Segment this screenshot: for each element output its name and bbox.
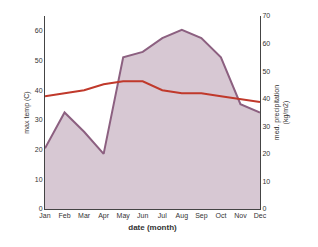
svg-text:Mar: Mar — [78, 212, 91, 219]
svg-text:30: 30 — [262, 123, 270, 130]
svg-text:Nov: Nov — [234, 212, 247, 219]
svg-text:Dec: Dec — [254, 212, 267, 219]
svg-text:10: 10 — [262, 178, 270, 185]
svg-text:Aug: Aug — [176, 212, 189, 220]
svg-text:40: 40 — [262, 95, 270, 102]
svg-text:med. precipitation(kg/m2): med. precipitation(kg/m2) — [273, 85, 290, 140]
svg-text:60: 60 — [35, 27, 43, 34]
svg-text:date (month): date (month) — [128, 223, 177, 232]
svg-text:50: 50 — [262, 68, 270, 75]
svg-text:40: 40 — [35, 87, 43, 94]
svg-text:20: 20 — [35, 146, 43, 153]
svg-text:May: May — [117, 212, 131, 220]
svg-text:30: 30 — [35, 116, 43, 123]
svg-text:0: 0 — [39, 205, 43, 212]
svg-text:Sep: Sep — [195, 212, 208, 220]
svg-text:Apr: Apr — [98, 212, 110, 220]
svg-text:0: 0 — [262, 205, 266, 212]
svg-text:Jan: Jan — [39, 212, 50, 219]
svg-text:10: 10 — [35, 176, 43, 183]
svg-text:Oct: Oct — [215, 212, 226, 219]
svg-text:20: 20 — [262, 150, 270, 157]
svg-text:50: 50 — [35, 57, 43, 64]
svg-text:70: 70 — [262, 12, 270, 19]
svg-text:Feb: Feb — [59, 212, 71, 219]
svg-text:Jul: Jul — [158, 212, 167, 219]
svg-text:60: 60 — [262, 40, 270, 47]
svg-text:Jun: Jun — [137, 212, 148, 219]
svg-text:max temp (C): max temp (C) — [23, 91, 31, 133]
